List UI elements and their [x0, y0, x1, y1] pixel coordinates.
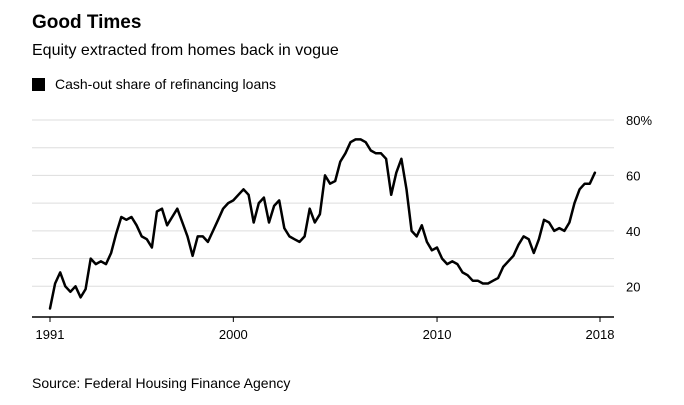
chart-title: Good Times [32, 12, 142, 33]
gridlines [32, 119, 614, 287]
y-tick-label: 60 [626, 168, 640, 183]
x-tick-label: 2000 [219, 327, 248, 342]
axes [32, 316, 614, 322]
legend-label: Cash-out share of refinancing loans [55, 76, 277, 92]
chart-subtitle: Equity extracted from homes back in vogu… [32, 42, 339, 59]
y-tick-label: 40 [626, 224, 640, 239]
series-line [48, 138, 597, 310]
tick-labels: 1991 2000 2010 2018 20 40 60 80% [36, 113, 653, 342]
series [48, 138, 597, 310]
y-tick-label: 20 [626, 279, 640, 294]
source-note: Source: Federal Housing Finance Agency [32, 375, 291, 391]
x-tick-label: 2018 [586, 327, 615, 342]
legend-swatch [32, 77, 45, 91]
y-tick-label: 80% [626, 113, 652, 128]
legend: Cash-out share of refinancing loans [32, 76, 276, 92]
x-tick-label: 1991 [36, 327, 65, 342]
x-tick-label: 2010 [423, 327, 452, 342]
